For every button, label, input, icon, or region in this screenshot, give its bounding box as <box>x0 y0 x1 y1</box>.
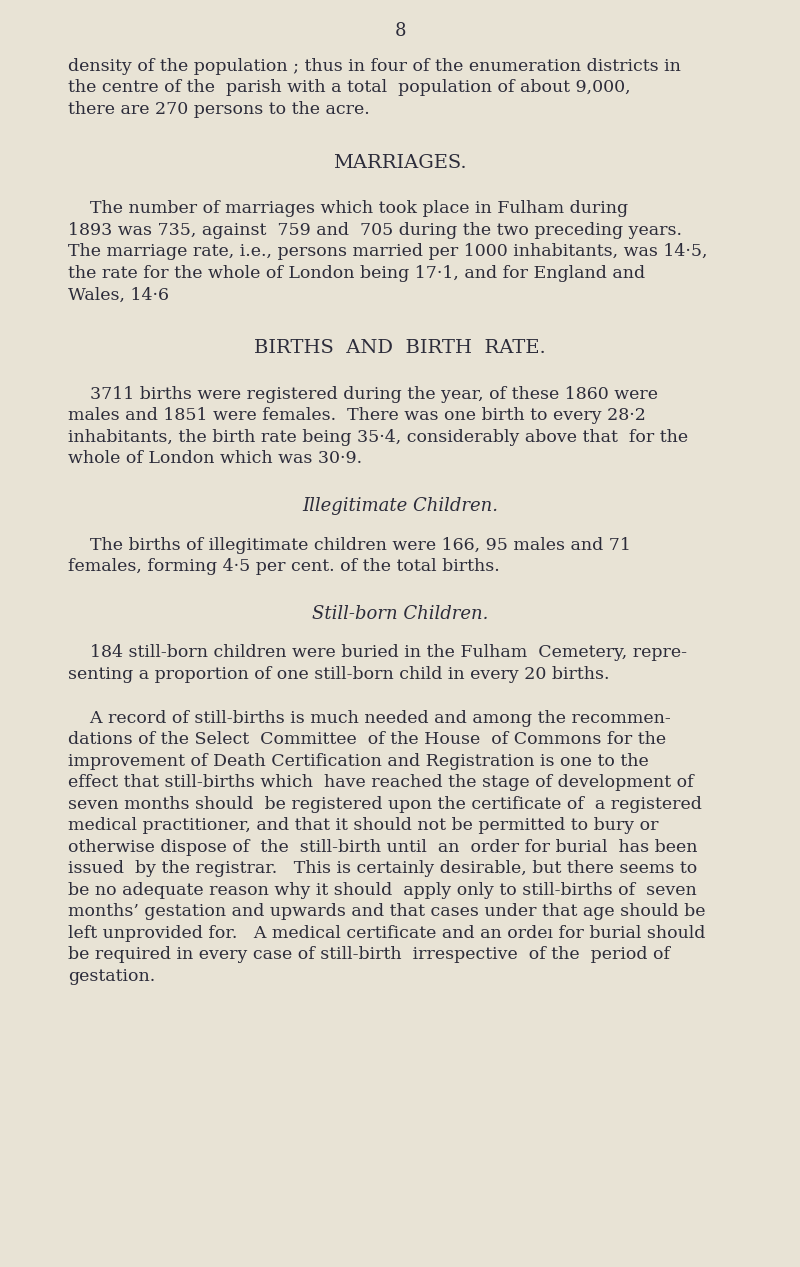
Text: BIRTHS  AND  BIRTH  RATE.: BIRTHS AND BIRTH RATE. <box>254 340 546 357</box>
Text: senting a proportion of one still-born child in every 20 births.: senting a proportion of one still-born c… <box>68 666 610 683</box>
Text: medical practitioner, and that it should not be permitted to bury or: medical practitioner, and that it should… <box>68 817 658 835</box>
Text: The number of marriages which took place in Fulham during: The number of marriages which took place… <box>68 200 628 218</box>
Text: 1893 was 735, against  759 and  705 during the two preceding years.: 1893 was 735, against 759 and 705 during… <box>68 222 682 239</box>
Text: MARRIAGES.: MARRIAGES. <box>333 153 467 172</box>
Text: inhabitants, the birth rate being 35·4, considerably above that  for the: inhabitants, the birth rate being 35·4, … <box>68 428 688 446</box>
Text: 3711 births were registered during the year, of these 1860 were: 3711 births were registered during the y… <box>68 385 658 403</box>
Text: dations of the Select  Committee  of the House  of Commons for the: dations of the Select Committee of the H… <box>68 731 666 749</box>
Text: density of the population ; thus in four of the enumeration districts in: density of the population ; thus in four… <box>68 58 681 75</box>
Text: 8: 8 <box>394 22 406 41</box>
Text: females, forming 4·5 per cent. of the total births.: females, forming 4·5 per cent. of the to… <box>68 557 500 575</box>
Text: males and 1851 were females.  There was one birth to every 28·2: males and 1851 were females. There was o… <box>68 407 646 424</box>
Text: be no adequate reason why it should  apply only to still-births of  seven: be no adequate reason why it should appl… <box>68 882 697 898</box>
Text: be required in every case of still-birth  irrespective  of the  period of: be required in every case of still-birth… <box>68 946 670 963</box>
Text: The births of illegitimate children were 166, 95 males and 71: The births of illegitimate children were… <box>68 536 631 554</box>
Text: issued  by the registrar.   This is certainly desirable, but there seems to: issued by the registrar. This is certain… <box>68 860 698 877</box>
Text: left unprovided for.   A medical certificate and an ordeı for burial should: left unprovided for. A medical certifica… <box>68 925 706 941</box>
Text: gestation.: gestation. <box>68 968 155 984</box>
Text: The marriage rate, i.e., persons married per 1000 inhabitants, was 14·5,: The marriage rate, i.e., persons married… <box>68 243 707 260</box>
Text: the rate for the whole of London being 17·1, and for England and: the rate for the whole of London being 1… <box>68 265 645 281</box>
Text: effect that still-births which  have reached the stage of development of: effect that still-births which have reac… <box>68 774 694 792</box>
Text: months’ gestation and upwards and that cases under that age should be: months’ gestation and upwards and that c… <box>68 903 706 920</box>
Text: Still-born Children.: Still-born Children. <box>312 604 488 622</box>
Text: 184 still-born children were buried in the Fulham  Cemetery, repre-: 184 still-born children were buried in t… <box>68 645 687 661</box>
Text: Illegitimate Children.: Illegitimate Children. <box>302 497 498 514</box>
Text: there are 270 persons to the acre.: there are 270 persons to the acre. <box>68 101 370 118</box>
Text: the centre of the  parish with a total  population of about 9,000,: the centre of the parish with a total po… <box>68 80 630 96</box>
Text: whole of London which was 30·9.: whole of London which was 30·9. <box>68 450 362 468</box>
Text: improvement of Death Certification and Registration is one to the: improvement of Death Certification and R… <box>68 753 649 770</box>
Text: seven months should  be registered upon the certificate of  a registered: seven months should be registered upon t… <box>68 796 702 813</box>
Text: A record of still-births is much needed and among the recommen-: A record of still-births is much needed … <box>68 710 670 727</box>
Text: Wales, 14·6: Wales, 14·6 <box>68 286 169 303</box>
Text: otherwise dispose of  the  still-birth until  an  order for burial  has been: otherwise dispose of the still-birth unt… <box>68 839 698 856</box>
